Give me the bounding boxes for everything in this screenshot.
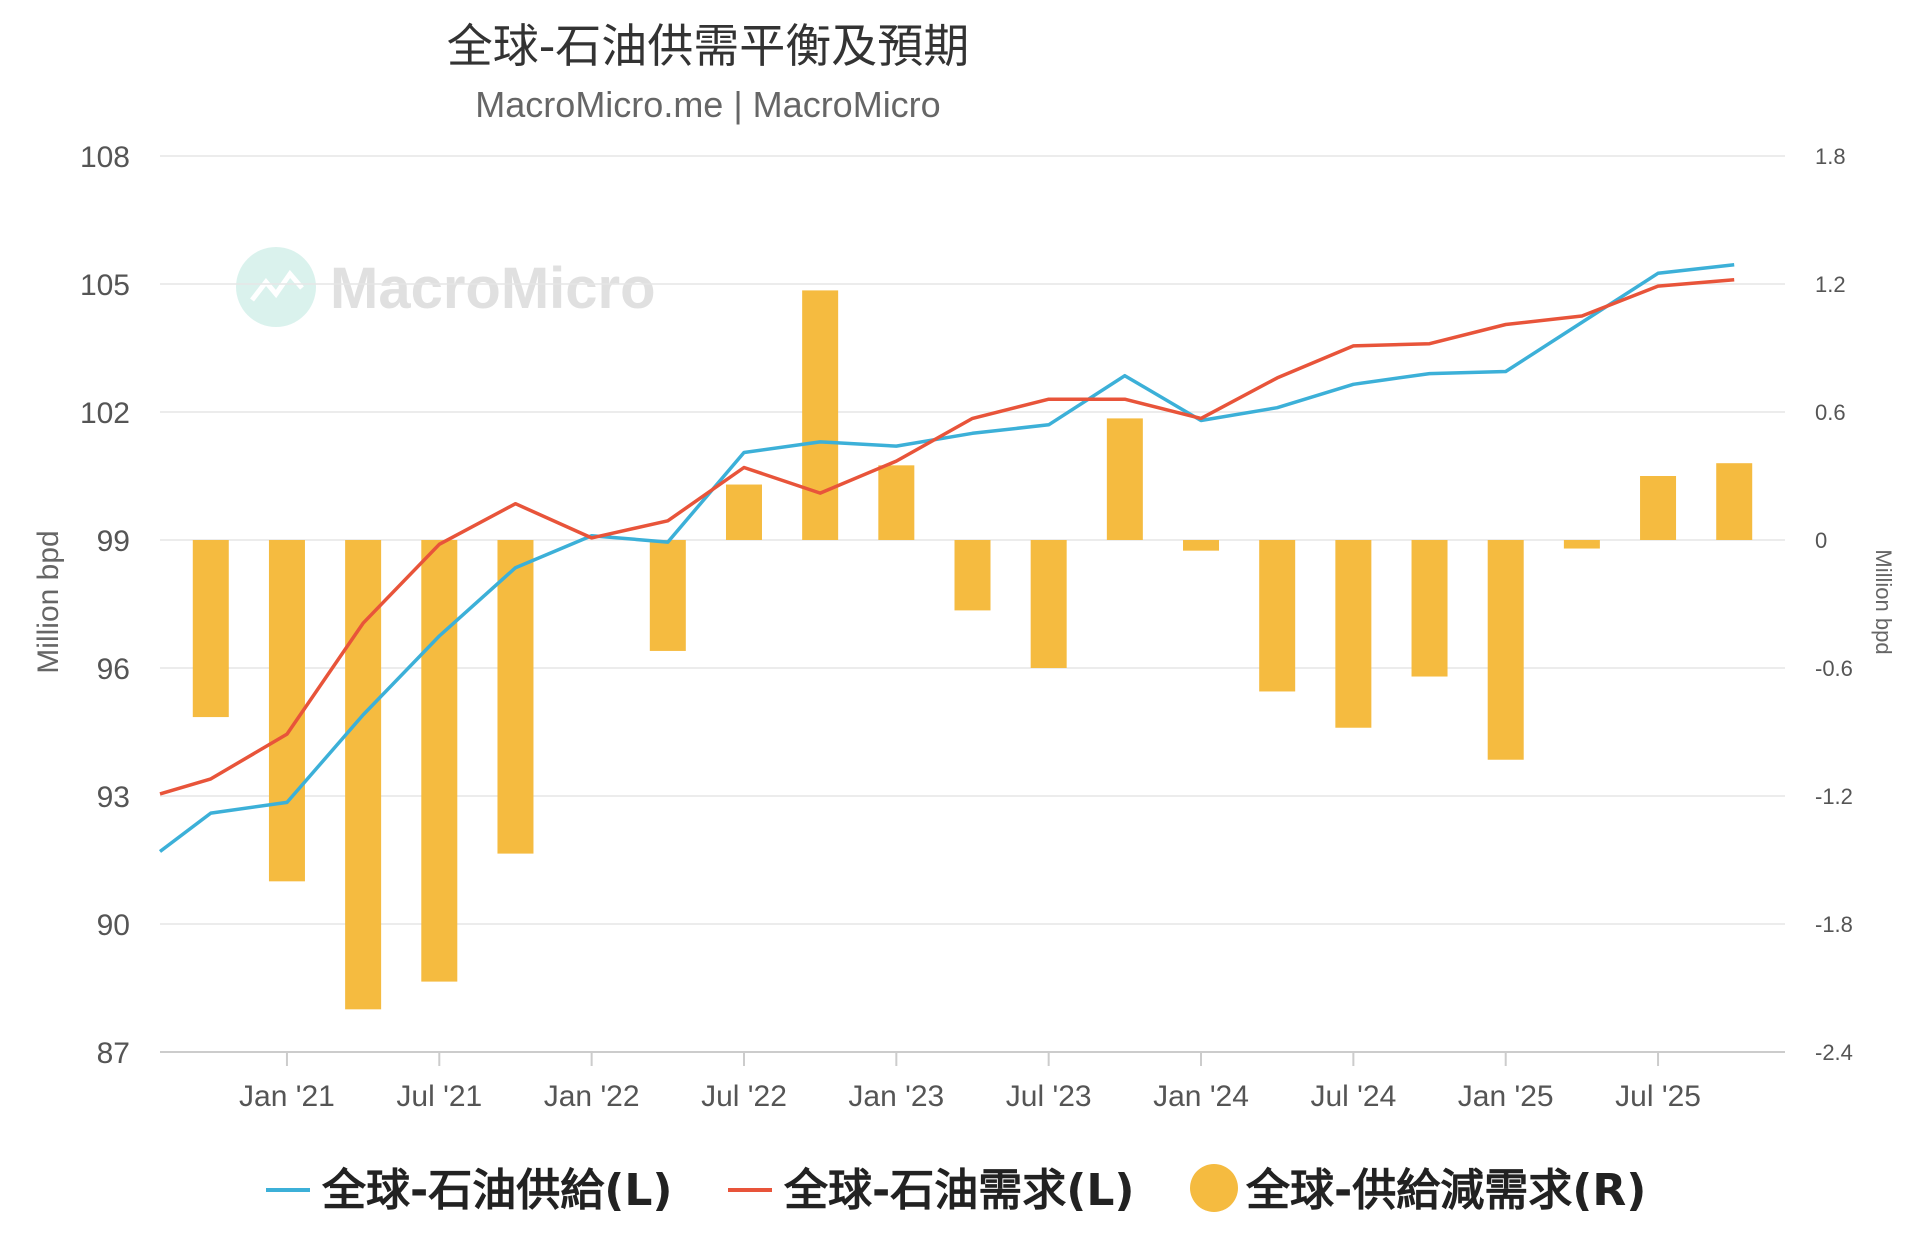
balance-bar[interactable] xyxy=(421,540,458,982)
left-axis-title: Million bpd xyxy=(32,530,65,673)
right-tick-label: -1.8 xyxy=(1815,912,1853,937)
left-tick-label: 93 xyxy=(97,781,130,814)
right-tick-label: 0.6 xyxy=(1815,400,1846,425)
balance-bar[interactable] xyxy=(345,540,382,1010)
legend-balance-label: 全球-供給減需求(R) xyxy=(1245,1165,1646,1216)
right-tick-label: 1.8 xyxy=(1815,144,1846,169)
x-tick-label: Jul '23 xyxy=(1006,1080,1092,1113)
chart-title: 全球-石油供需平衡及預期 xyxy=(447,19,970,73)
legend-balance-swatch xyxy=(1190,1164,1238,1212)
x-tick-label: Jul '24 xyxy=(1310,1080,1396,1113)
balance-bar[interactable] xyxy=(1487,540,1524,760)
legend-item-balance[interactable]: 全球-供給減需求(R) xyxy=(1190,1164,1646,1216)
right-tick-label: 0 xyxy=(1815,528,1827,553)
watermark-chart-icon xyxy=(250,269,304,302)
left-tick-label: 87 xyxy=(97,1037,130,1070)
demand-line[interactable] xyxy=(159,277,1735,796)
balance-bar[interactable] xyxy=(268,540,305,882)
balance-bar[interactable] xyxy=(878,465,915,540)
balance-bar[interactable] xyxy=(725,484,762,540)
legend-demand-label: 全球-石油需求(L) xyxy=(783,1165,1135,1216)
x-tick-label: Jan '23 xyxy=(848,1080,944,1113)
right-axis-title: Million bpd xyxy=(1871,549,1896,654)
chart-subtitle: MacroMicro.me | MacroMicro xyxy=(475,84,940,125)
left-tick-label: 102 xyxy=(80,397,130,430)
balance-bar[interactable] xyxy=(1640,476,1677,540)
balance-bar[interactable] xyxy=(1411,540,1448,677)
x-tick-label: Jan '21 xyxy=(239,1080,335,1113)
legend-supply-label: 全球-石油供給(L) xyxy=(321,1165,673,1216)
right-tick-label: 1.2 xyxy=(1815,272,1846,297)
balance-bar[interactable] xyxy=(802,290,839,540)
legend-item-supply[interactable]: 全球-石油供給(L) xyxy=(266,1165,673,1216)
left-tick-label: 99 xyxy=(97,525,130,558)
chart-legend: 全球-石油供給(L) 全球-石油需求(L) 全球-供給減需求(R) xyxy=(266,1164,1646,1216)
right-axis-ticks: 1.8 1.2 0.6 0 -0.6 -1.2 -1.8 -2.4 xyxy=(1815,144,1853,1065)
left-tick-label: 96 xyxy=(97,653,130,686)
balance-bar[interactable] xyxy=(1335,540,1372,728)
balance-bar[interactable] xyxy=(192,540,229,718)
balance-bars xyxy=(192,290,1753,1010)
balance-bar[interactable] xyxy=(497,540,534,854)
macromicro-watermark: MacroMicro xyxy=(236,247,656,327)
balance-bar[interactable] xyxy=(1716,463,1753,540)
balance-bar[interactable] xyxy=(1183,540,1220,551)
balance-bar[interactable] xyxy=(1106,418,1143,540)
balance-bar[interactable] xyxy=(649,540,686,651)
series-lines xyxy=(158,263,1735,853)
x-tick-label: Jan '25 xyxy=(1458,1080,1554,1113)
left-tick-label: 90 xyxy=(97,909,130,942)
balance-bar[interactable] xyxy=(1563,540,1600,549)
right-tick-label: -0.6 xyxy=(1815,656,1853,681)
x-tick-label: Jul '25 xyxy=(1615,1080,1701,1113)
left-tick-label: 105 xyxy=(80,269,130,302)
x-axis-ticks: Jan '21 Jul '21 Jan '22 Jul '22 Jan '23 Jul '… xyxy=(160,1051,1785,1113)
x-tick-label: Jul '22 xyxy=(701,1080,787,1113)
left-axis-ticks: 108 105 102 99 96 93 90 87 xyxy=(80,141,130,1070)
x-tick-label: Jan '22 xyxy=(544,1080,640,1113)
legend-item-demand[interactable]: 全球-石油需求(L) xyxy=(728,1165,1135,1216)
balance-bar[interactable] xyxy=(1259,540,1296,692)
balance-bar[interactable] xyxy=(1030,540,1067,668)
watermark-logo-icon xyxy=(236,247,316,327)
watermark-text: MacroMicro xyxy=(330,256,656,321)
x-tick-label: Jul '21 xyxy=(396,1080,482,1113)
right-tick-label: -2.4 xyxy=(1815,1040,1853,1065)
x-tick-label: Jan '24 xyxy=(1153,1080,1249,1113)
balance-bar[interactable] xyxy=(954,540,991,611)
right-tick-label: -1.2 xyxy=(1815,784,1853,809)
left-tick-label: 108 xyxy=(80,141,130,174)
